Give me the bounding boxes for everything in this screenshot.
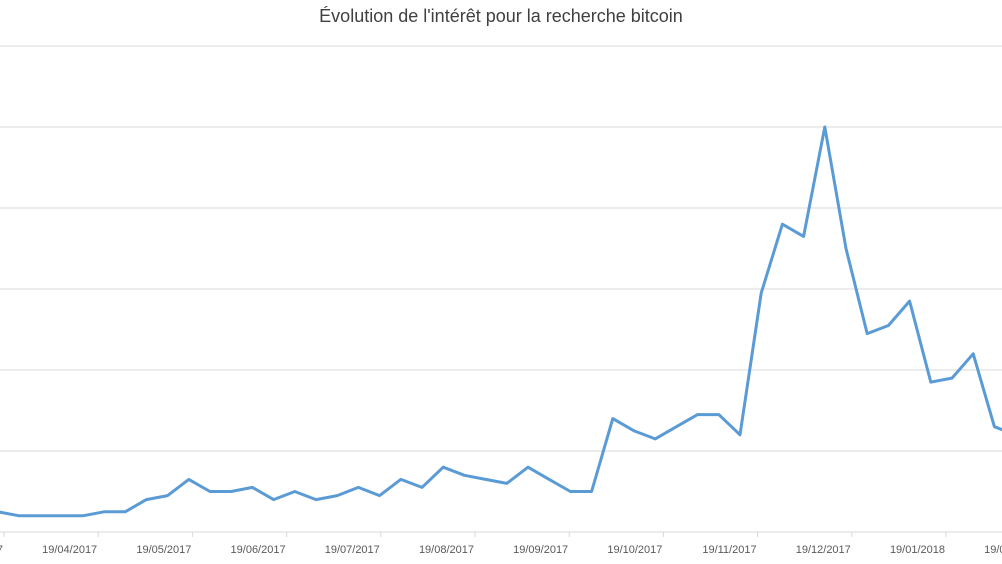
x-tick-label: 19/12/2017 (796, 544, 851, 556)
x-tick-label: 19/06/2017 (231, 544, 286, 556)
gridlines (0, 45, 1002, 533)
x-tick-label: 19/05/2017 (136, 544, 191, 556)
x-tick-label: 19/02/2018 (984, 544, 1002, 556)
x-tick-label: 19/07/2017 (325, 544, 380, 556)
chart-title: Évolution de l'intérêt pour la recherche… (319, 6, 683, 26)
x-tick-label: 19/03/2017 (0, 544, 3, 556)
series-line (0, 125, 1002, 518)
x-axis: 19/03/2017 19/04/2017 19/05/2017 19/06/2017… (0, 532, 1002, 556)
x-tick-label: 19/09/2017 (513, 544, 568, 556)
series-layer (0, 125, 1002, 518)
x-tick-label: 19/04/2017 (42, 544, 97, 556)
x-tick-label: 19/01/2018 (890, 544, 945, 556)
x-tick-label: 19/10/2017 (607, 544, 662, 556)
x-tick-label: 19/11/2017 (702, 544, 756, 556)
x-tick-label: 19/08/2017 (419, 544, 474, 556)
